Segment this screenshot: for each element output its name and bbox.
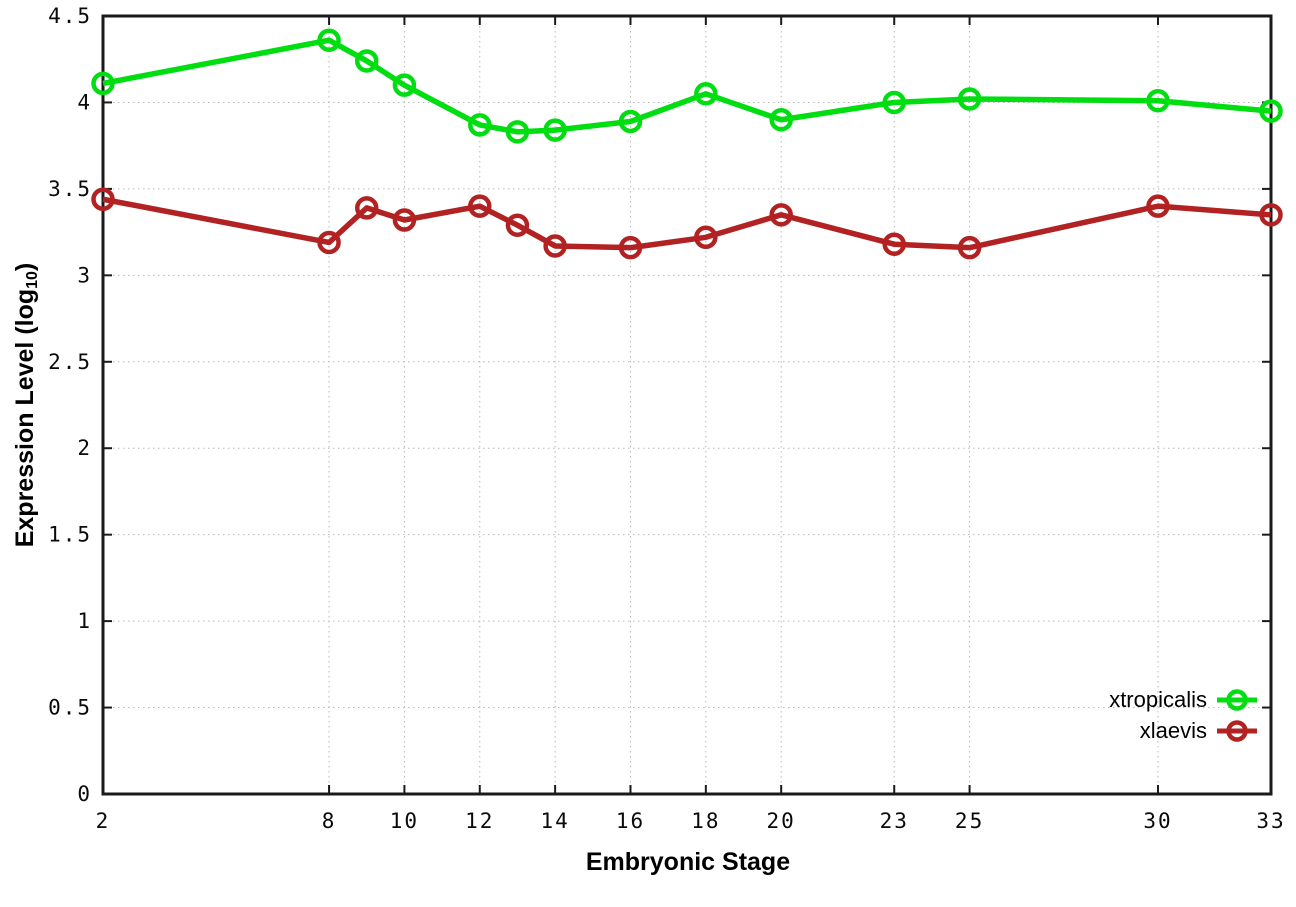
data-point-xlaevis	[769, 203, 793, 227]
data-point-xtropicalis	[468, 113, 492, 137]
legend-label-xlaevis: xlaevis	[1139, 718, 1207, 743]
y-tick-label: 4.5	[48, 4, 92, 28]
series-line-xtropicalis	[102, 37, 1272, 135]
data-point-xlaevis	[505, 213, 530, 237]
y-axis-title-text: Expression Level (log	[11, 288, 39, 548]
data-point-xtropicalis	[694, 82, 718, 106]
y-tick-label: 1	[77, 609, 92, 633]
x-tick-label: 23	[880, 809, 909, 833]
x-tick-label: 18	[691, 809, 720, 833]
y-axis-title-suffix: )	[11, 262, 39, 272]
data-point-xtropicalis	[317, 28, 341, 52]
x-axis-title: Embryonic Stage	[585, 848, 791, 876]
data-point-xtropicalis	[1259, 99, 1283, 123]
data-point-xlaevis	[354, 196, 379, 220]
legend-item-xlaevis: xlaevis	[1109, 719, 1258, 743]
legend-item-xtropicalis: xtropicalis	[1109, 688, 1258, 712]
data-point-xlaevis	[392, 208, 417, 232]
x-tick-label: 16	[616, 809, 645, 833]
y-tick-label: 4	[77, 90, 92, 114]
x-tick-label: 12	[465, 809, 494, 833]
y-tick-label: 2	[77, 436, 92, 460]
data-point-xlaevis	[91, 187, 115, 212]
data-point-xlaevis	[1146, 194, 1170, 218]
line-point-sample-icon	[1217, 689, 1257, 711]
data-point-xlaevis	[317, 230, 341, 255]
legend-label-xtropicalis: xtropicalis	[1109, 687, 1207, 712]
y-axis-title-subscript: 10	[24, 271, 41, 289]
data-point-xlaevis	[694, 225, 718, 250]
y-tick-label: 0	[77, 782, 92, 806]
x-tick-label: 33	[1256, 809, 1285, 833]
plot-border	[101, 14, 1273, 796]
data-point-xtropicalis	[957, 87, 982, 111]
y-tick-label: 3.5	[48, 177, 92, 201]
line-point-sample-icon	[1217, 720, 1257, 742]
x-tick-label: 2	[96, 809, 111, 833]
data-point-xtropicalis	[91, 71, 115, 96]
y-tick-label: 0.5	[48, 696, 92, 720]
y-tick-label: 3	[77, 263, 92, 287]
x-tick-label: 10	[390, 809, 419, 833]
data-point-xlaevis	[882, 232, 906, 256]
y-tick-label: 2.5	[48, 350, 92, 374]
x-tick-label: 30	[1143, 809, 1172, 833]
data-point-xtropicalis	[543, 118, 567, 142]
data-point-xtropicalis	[392, 73, 417, 97]
data-point-xtropicalis	[354, 49, 379, 73]
data-point-xtropicalis	[1146, 88, 1170, 113]
data-point-xtropicalis	[882, 90, 906, 115]
data-point-xlaevis	[543, 234, 567, 258]
y-axis-title: Expression Level (log10)	[0, 105, 50, 705]
data-point-xtropicalis	[769, 107, 793, 132]
y-tick-label: 1.5	[48, 523, 92, 547]
data-point-xlaevis	[957, 235, 982, 260]
data-point-xlaevis	[1259, 203, 1283, 227]
x-tick-label: 14	[540, 809, 569, 833]
data-point-xtropicalis	[618, 109, 643, 134]
series-line-xlaevis	[102, 196, 1272, 251]
x-tick-label: 20	[767, 809, 796, 833]
data-point-xlaevis	[468, 194, 492, 218]
x-tick-label: 25	[955, 809, 984, 833]
data-point-xtropicalis	[505, 120, 530, 144]
x-tick-label: 8	[322, 809, 337, 833]
data-point-xlaevis	[618, 235, 643, 260]
legend: xtropicalis xlaevis	[1109, 688, 1258, 743]
